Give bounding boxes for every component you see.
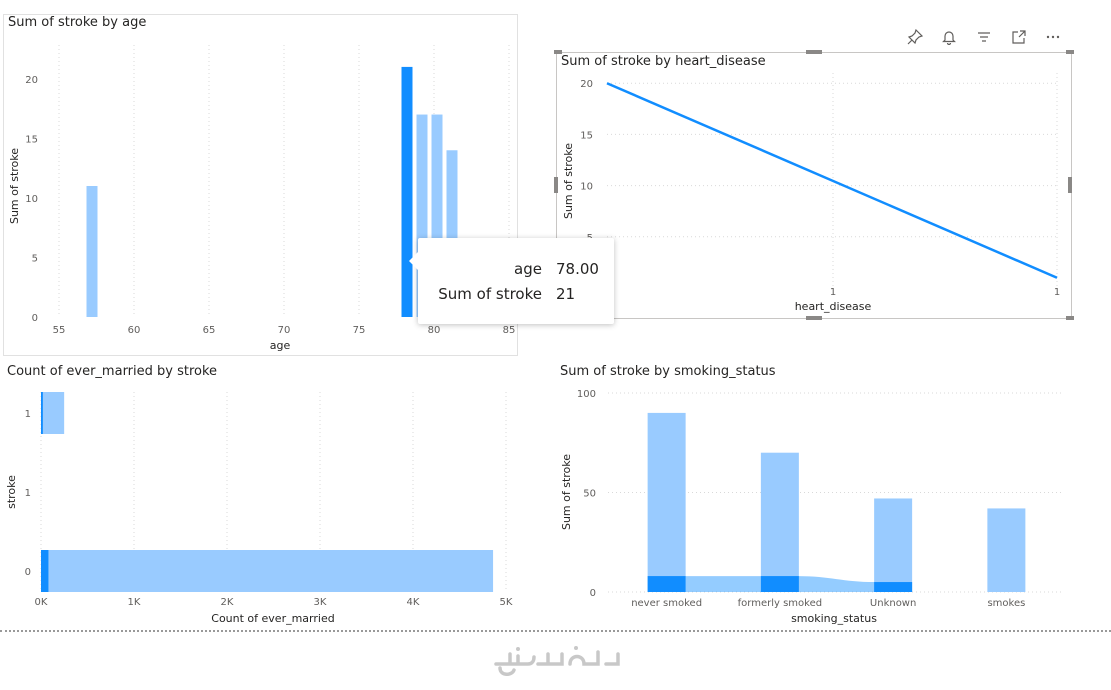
stroke-by-smoking-status-chart[interactable]: 0 50 100 never smoked formerly smoked Unknown… <box>556 364 1070 626</box>
x-axis-title: age <box>270 339 291 352</box>
ribbon <box>798 576 875 592</box>
resize-handle-corner-tl[interactable] <box>554 50 562 54</box>
y-tick-label: 1 <box>25 409 31 420</box>
tooltip-value: 78.00 <box>556 260 599 278</box>
y-tick-label: 0 <box>25 567 31 578</box>
x-tick-label: 2K <box>221 597 234 608</box>
series-line <box>606 82 1058 279</box>
resize-handle-right[interactable] <box>1068 177 1072 193</box>
x-axis-title: heart_disease <box>795 300 872 313</box>
y-tick-label: 20 <box>25 75 38 86</box>
stroke-by-smoking-status-visual[interactable]: Sum of stroke by smoking_status 0 50 100 ne… <box>556 364 1070 626</box>
bar <box>41 392 65 434</box>
ever-married-by-stroke-visual[interactable]: Count of ever_married by stroke 0K 1K 2K 3K… <box>3 364 516 626</box>
y-axis-title: Sum of stroke <box>8 148 21 224</box>
y-tick-label: 15 <box>580 130 593 141</box>
bar <box>760 452 799 592</box>
x-tick-label: 4K <box>407 597 420 608</box>
y-tick-label: 0 <box>32 313 38 324</box>
bar <box>874 498 913 592</box>
chart-title: Sum of stroke by smoking_status <box>560 364 776 379</box>
tooltip-label: Sum of stroke <box>438 285 542 303</box>
tooltip-row-sum: Sum of stroke 21 <box>418 285 614 309</box>
x-tick-label: 1 <box>830 287 836 298</box>
bar-highlight <box>647 576 686 592</box>
chart-title: Sum of stroke by age <box>8 15 147 30</box>
ribbon <box>685 576 761 592</box>
bar-highlight <box>41 550 49 592</box>
bar-highlight <box>874 582 913 592</box>
x-tick-label: 3K <box>314 597 327 608</box>
bar-highlight <box>760 576 799 592</box>
x-tick-label: 0K <box>35 597 48 608</box>
y-tick-label: 50 <box>583 489 596 500</box>
y-tick-label: 10 <box>25 194 38 205</box>
bar <box>647 412 686 592</box>
x-tick-label: never smoked <box>631 598 702 609</box>
resize-handle-corner-br[interactable] <box>1066 316 1074 320</box>
filter-icon[interactable] <box>973 26 995 48</box>
page-divider <box>0 630 1111 632</box>
y-tick-label: 0 <box>590 588 596 599</box>
pin-icon[interactable] <box>904 26 926 48</box>
resize-handle-left[interactable] <box>554 177 558 193</box>
bar <box>416 114 428 317</box>
x-tick-label: Unknown <box>870 598 916 609</box>
bar <box>86 186 98 317</box>
khamsat-watermark-logo <box>488 642 624 682</box>
x-tick-label: smokes <box>987 598 1025 609</box>
ever-married-by-stroke-chart[interactable]: 0K 1K 2K 3K 4K 5K 1 1 0 Count of ever_married stro… <box>3 364 516 626</box>
y-tick-label: 100 <box>577 389 596 400</box>
x-tick-label: 5K <box>500 597 513 608</box>
y-tick-label: 20 <box>580 79 593 90</box>
y-axis-title: Sum of stroke <box>560 454 573 530</box>
bar <box>401 66 413 317</box>
bar <box>987 508 1026 592</box>
bar <box>446 150 458 317</box>
x-tick-label: 1 <box>1054 287 1060 298</box>
y-tick-label: 1 <box>25 488 31 499</box>
x-axis-title: Count of ever_married <box>211 612 334 625</box>
x-axis-title: smoking_status <box>791 612 877 625</box>
x-tick-label: formerly smoked <box>738 598 822 609</box>
y-tick-label: 5 <box>32 253 38 264</box>
stroke-by-heart-disease-visual[interactable]: Sum of stroke by heart_disease 510152011… <box>554 50 1074 320</box>
x-tick-label: 85 <box>503 325 516 336</box>
x-tick-label: 60 <box>128 325 141 336</box>
y-tick-label: 10 <box>580 182 593 193</box>
x-tick-label: 75 <box>353 325 366 336</box>
bar <box>41 550 494 592</box>
bar-highlight <box>41 392 43 434</box>
x-tick-label: 70 <box>278 325 291 336</box>
bar <box>431 114 443 317</box>
x-tick-label: 65 <box>203 325 216 336</box>
resize-handle-corner-tr[interactable] <box>1066 50 1074 54</box>
tooltip-value: 21 <box>556 285 576 303</box>
y-axis-title: stroke <box>5 475 18 509</box>
resize-handle-top[interactable] <box>806 50 822 54</box>
chart-title: Sum of stroke by heart_disease <box>561 54 766 69</box>
x-tick-label: 80 <box>428 325 441 336</box>
data-tooltip: age 78.00 Sum of stroke 21 <box>409 238 614 324</box>
resize-handle-bottom[interactable] <box>806 316 822 320</box>
tooltip-label: age <box>514 260 542 278</box>
y-axis-title: Sum of stroke <box>562 143 575 219</box>
bell-icon[interactable] <box>938 26 960 48</box>
visual-header-toolbar <box>900 26 1070 48</box>
x-tick-label: 55 <box>53 325 66 336</box>
y-tick-label: 15 <box>25 134 38 145</box>
x-tick-label: 1K <box>128 597 141 608</box>
expand-icon[interactable] <box>1008 26 1030 48</box>
chart-title: Count of ever_married by stroke <box>7 364 218 379</box>
tooltip-row-age: age 78.00 <box>418 260 614 284</box>
more-icon[interactable] <box>1042 26 1064 48</box>
